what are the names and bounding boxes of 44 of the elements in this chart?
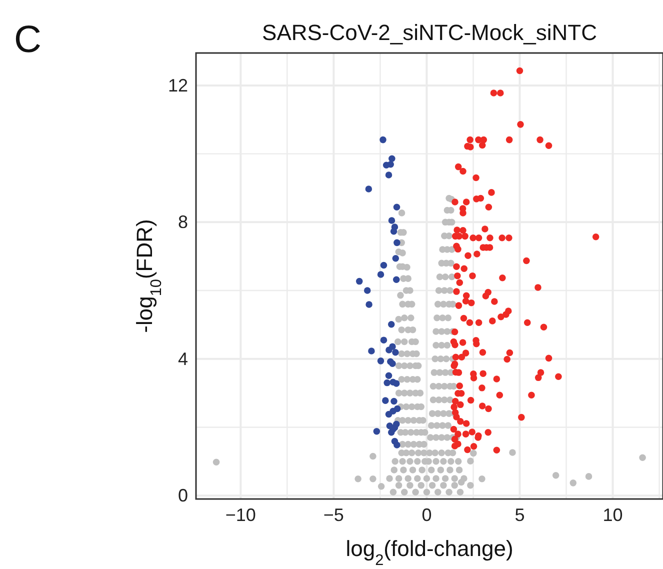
point — [394, 442, 400, 448]
point — [389, 343, 396, 350]
point — [380, 336, 388, 344]
point — [377, 358, 384, 364]
point — [393, 204, 400, 211]
point — [366, 301, 372, 308]
point — [388, 155, 396, 162]
point — [373, 428, 380, 435]
point — [384, 379, 390, 386]
x-axis-title: log$_{2}$(fold-change) — [346, 536, 514, 568]
point — [388, 320, 395, 328]
point — [380, 262, 388, 269]
y-tick-label: 12 — [168, 75, 188, 96]
point — [394, 405, 401, 412]
point — [392, 276, 400, 283]
point — [377, 271, 384, 278]
point — [364, 287, 371, 294]
point — [388, 428, 395, 436]
point — [380, 136, 386, 144]
point — [356, 278, 363, 285]
point — [385, 172, 392, 178]
x-tick-label: 5 — [514, 505, 525, 525]
x-tick-label: −10 — [225, 505, 256, 525]
chart-title: SARS-CoV-2_siNTC-Mock_siNTC — [262, 20, 598, 45]
point — [365, 186, 372, 192]
point — [388, 217, 396, 224]
x-tick-label: −5 — [323, 505, 344, 525]
point — [382, 397, 389, 404]
point — [392, 349, 399, 356]
point — [390, 398, 398, 405]
point — [394, 239, 400, 246]
point — [390, 228, 398, 235]
point — [392, 255, 400, 262]
point — [392, 380, 400, 387]
y-tick-label: 0 — [178, 486, 188, 506]
y-tick-label: 8 — [178, 212, 188, 232]
x-tick-label: 10 — [602, 505, 623, 525]
point — [389, 360, 396, 368]
point — [385, 372, 392, 379]
text: C — [14, 19, 42, 61]
point — [368, 348, 375, 354]
point — [387, 161, 394, 168]
y-tick-label: 4 — [178, 348, 188, 369]
x-tick-label: 0 — [422, 505, 432, 525]
